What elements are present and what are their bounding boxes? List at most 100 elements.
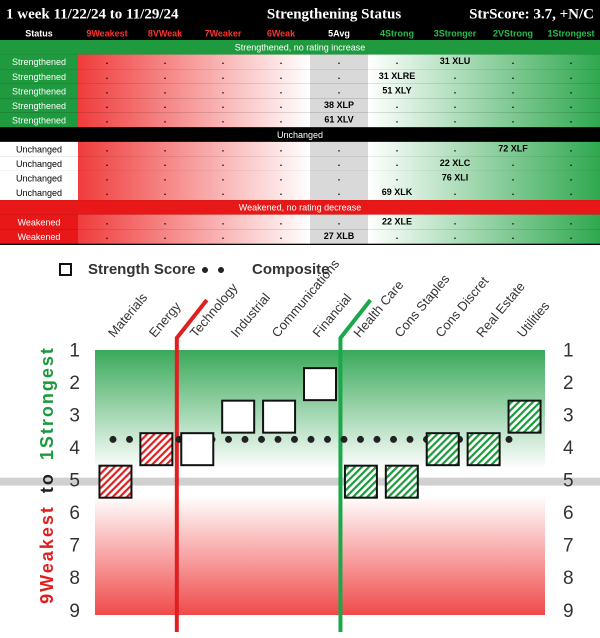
status-text: Strengthened: [12, 86, 66, 96]
cell-bg: [78, 112, 310, 128]
section-label: Strengthened, no rating increase: [235, 43, 366, 53]
cell-text: .: [222, 100, 225, 110]
cell-text: .: [570, 71, 573, 81]
cell-bg: [78, 54, 310, 70]
status-text: Strengthened: [12, 101, 66, 111]
score-square: [507, 399, 542, 434]
column-header: 9Weakest: [86, 28, 127, 38]
cell-text: .: [280, 173, 283, 183]
cell-text: 69 XLK: [382, 187, 413, 197]
cell-bg: [78, 170, 310, 186]
column-header: 8VWeak: [148, 28, 183, 38]
y2-tick-label: 1: [563, 341, 574, 362]
score-square: [466, 432, 501, 467]
y-tick-label: 7: [69, 536, 80, 557]
cell-text: 31 XLU: [440, 56, 471, 66]
cell-text: .: [106, 71, 109, 81]
x-tick-label: Industrial: [228, 290, 273, 340]
score-square: [425, 432, 460, 467]
y-label-part: 9Weakest: [37, 505, 57, 604]
cell-bg: [368, 98, 600, 113]
cell-text: 22 XLE: [382, 216, 412, 226]
x-tick-label: Utilities: [514, 298, 553, 340]
table-score: StrScore: 3.7, +N/C: [469, 6, 594, 22]
y2-tick-label: 7: [563, 536, 574, 557]
cell-text: .: [106, 56, 109, 66]
column-header: 3Stronger: [434, 28, 477, 38]
cell-text: 61 XLV: [324, 114, 353, 124]
cell-text: .: [280, 144, 283, 154]
status-text: Strengthened: [12, 115, 66, 125]
cell-text: .: [570, 56, 573, 66]
status-cell: [0, 214, 78, 230]
cell-text: .: [164, 56, 167, 66]
cell-text: .: [396, 56, 399, 66]
y2-tick-label: 9: [563, 601, 574, 622]
cell-text: .: [164, 114, 167, 124]
section-row: [0, 40, 600, 55]
cell-text: .: [512, 187, 515, 197]
cell-text: .: [338, 56, 341, 66]
cell-text: .: [396, 173, 399, 183]
cell-bg: [368, 156, 600, 171]
cell-bg: [78, 214, 310, 230]
column-header: 4Strong: [380, 28, 414, 38]
legend-square: [59, 263, 72, 276]
cell-text: .: [570, 158, 573, 168]
y-tick-label: 2: [69, 373, 80, 394]
cell-text: .: [106, 144, 109, 154]
status-cell: [0, 54, 78, 70]
cell-text: .: [396, 114, 399, 124]
score-square: [343, 464, 378, 499]
cell-text: .: [106, 100, 109, 110]
cell-bg: [310, 229, 368, 244]
y2-tick-label: 5: [563, 471, 574, 492]
status-text: Unchanged: [16, 174, 62, 184]
section-row: [0, 200, 600, 215]
cell-text: .: [106, 231, 109, 241]
cell-bg: [310, 156, 368, 171]
section-label: Weakened, no rating decrease: [239, 203, 361, 213]
cell-bg: [78, 156, 310, 171]
cell-text: .: [164, 100, 167, 110]
status-cell: [0, 69, 78, 84]
cell-bg: [78, 83, 310, 99]
cell-text: .: [396, 231, 399, 241]
cell-bg: [368, 214, 600, 230]
cell-text: .: [570, 100, 573, 110]
cell-bg: [78, 69, 310, 84]
cell-bg: [310, 170, 368, 186]
y2-tick-label: 4: [563, 438, 574, 459]
score-square: [221, 399, 256, 434]
cell-bg: [78, 98, 310, 113]
cell-text: .: [280, 100, 283, 110]
table-title: 1 week 11/22/24 to 11/29/24: [6, 6, 179, 22]
cell-text: .: [164, 187, 167, 197]
divider-weakened: [174, 298, 209, 632]
cell-text: .: [222, 158, 225, 168]
cell-text: .: [106, 173, 109, 183]
cell-text: 22 XLC: [440, 158, 471, 168]
cell-text: .: [106, 85, 109, 95]
status-table: 1 week 11/22/24 to 11/29/24 Strengthening…: [0, 0, 600, 245]
cell-bg: [368, 83, 600, 99]
chart: 1 1 2 2 3 3 4 4 5 5 6 6 7 7 8 8 9 9 9Weakest to 1Strongest Ma…: [0, 256, 600, 632]
y-label-part: to: [37, 472, 57, 493]
cell-text: .: [338, 158, 341, 168]
cell-bg: [368, 69, 600, 84]
cell-text: .: [222, 114, 225, 124]
cell-bg: [368, 229, 600, 244]
cell-bg: [78, 185, 310, 201]
cell-text: .: [396, 158, 399, 168]
cell-text: .: [222, 56, 225, 66]
y2-tick-label: 3: [563, 406, 574, 427]
score-square: [98, 464, 133, 499]
table-subtitle: Strengthening Status: [267, 6, 401, 22]
cell-text: .: [338, 85, 341, 95]
cell-bg: [368, 141, 600, 157]
divider-strengthened: [338, 298, 373, 632]
cell-bg: [78, 229, 310, 244]
cell-text: 31 XLRE: [379, 71, 416, 81]
cell-bg: [368, 54, 600, 70]
